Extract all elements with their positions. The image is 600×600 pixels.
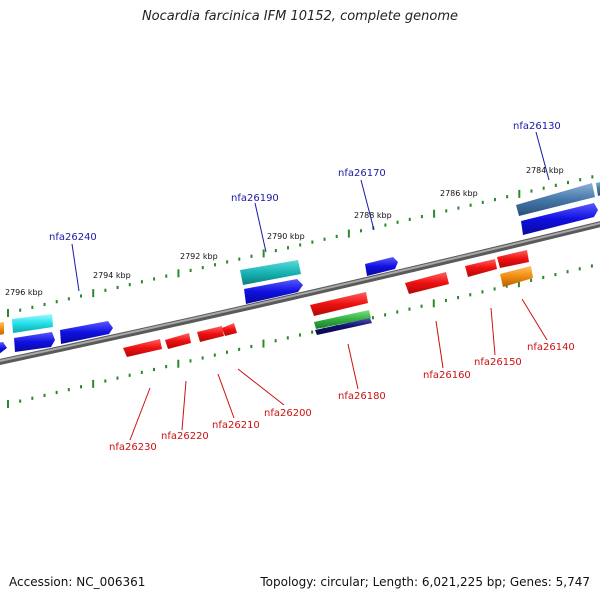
leader-line [217,373,235,419]
gene-label[interactable]: nfa26200 [264,408,312,419]
gene-arrow-blue[interactable] [521,203,598,235]
map-title: Nocardia farcinica IFM 10152, complete g… [141,9,459,24]
accession-label: Accession: NC_006361 [9,575,146,589]
gene-label[interactable]: nfa26210 [212,420,260,431]
leader-line [347,343,359,390]
gene-label[interactable]: nfa26220 [161,431,209,442]
gene-arrow-cyan[interactable] [12,314,53,333]
leader-line [181,380,187,431]
scale-labels: 2796 kbp 2794 kbp 2792 kbp 2790 kbp 2788… [5,166,564,297]
gene-arrow-teal[interactable] [240,260,301,285]
scale-label: 2788 kbp [354,211,392,220]
gene-arrow-red[interactable] [405,272,449,294]
leader-line [71,243,80,292]
gene-arrow-red[interactable] [123,339,162,357]
reverse-gene-labels: nfa26230 nfa26220 nfa26210 nfa26200 nfa2… [109,342,575,453]
gene-label[interactable]: nfa26170 [338,168,386,179]
gene-arrow-red[interactable] [197,326,224,342]
gene-arrow-navy[interactable] [315,318,372,335]
gene-arrow-red[interactable] [222,323,237,336]
gene-label[interactable]: nfa26240 [49,232,97,243]
scale-label: 2790 kbp [267,232,305,241]
gene-arrow-green[interactable] [314,310,371,329]
gene-arrow-blue[interactable] [365,257,398,276]
scale-label: 2792 kbp [180,252,218,261]
leader-line [521,298,548,341]
gene-arrow-red[interactable] [310,292,368,316]
gene-arrow-blue[interactable] [14,332,55,352]
forward-leader-lines [71,131,550,292]
genome-backbone-highlight [0,222,600,362]
scale-label: 2784 kbp [526,166,564,175]
reverse-leader-lines [129,298,548,441]
genome-summary: Topology: circular; Length: 6,021,225 bp… [260,575,590,589]
gene-arrow-blue[interactable] [244,279,303,304]
gene-label[interactable]: nfa26180 [338,391,386,402]
forward-tick-row [7,175,594,317]
gene-arrow-steel[interactable] [596,181,600,196]
gene-label[interactable]: nfa26140 [527,342,575,353]
leader-line [360,179,375,231]
gene-arrow-orange[interactable] [0,322,4,336]
gene-label[interactable]: nfa26150 [474,357,522,368]
gene-label[interactable]: nfa26160 [423,370,471,381]
leader-line [129,387,151,441]
gene-features [0,181,600,357]
scale-label: 2786 kbp [440,189,478,198]
gene-arrow-red[interactable] [497,250,529,268]
gene-label[interactable]: nfa26130 [513,121,561,132]
gene-arrow-red[interactable] [165,333,191,349]
leader-line [435,320,444,369]
gene-arrow-blue[interactable] [0,342,7,355]
leader-line [535,131,550,181]
gene-arrow-orange[interactable] [500,266,533,287]
gene-label[interactable]: nfa26230 [109,442,157,453]
gene-arrow-red[interactable] [465,259,497,277]
gene-arrow-steel[interactable] [516,183,595,216]
leader-line [237,368,285,406]
leader-line [490,307,496,356]
gene-arrow-blue[interactable] [60,321,113,344]
gene-label[interactable]: nfa26190 [231,193,279,204]
scale-label: 2796 kbp [5,288,43,297]
scale-label: 2794 kbp [93,271,131,280]
leader-line [254,202,267,253]
forward-gene-labels: nfa26240 nfa26190 nfa26170 nfa26130 [49,121,561,243]
